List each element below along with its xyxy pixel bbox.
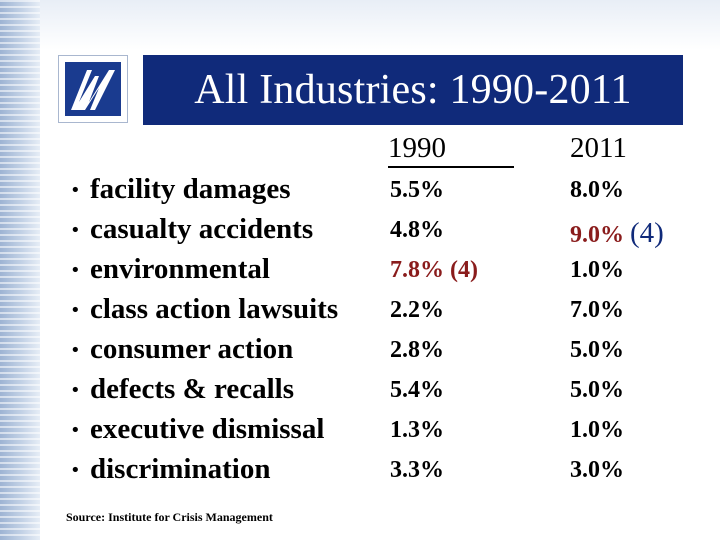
category-label: facility damages	[90, 173, 291, 205]
value-1990: 4.8%	[390, 217, 444, 243]
value-2011-wrapper: 9.0% (4)	[570, 217, 664, 250]
category-label: casualty accidents	[90, 213, 314, 245]
value-2011: 1.0%	[570, 257, 624, 283]
source-note: Source: Institute for Crisis Management	[66, 510, 273, 524]
category-label: environmental	[90, 253, 270, 285]
bullet: •	[70, 300, 81, 321]
value-2011: 5.0%	[570, 337, 624, 363]
value-1990: 3.3%	[390, 457, 444, 483]
bullet: •	[70, 260, 81, 281]
category-label: consumer action	[90, 333, 294, 365]
list-item: • class action lawsuits 2.2% 7.0%	[0, 293, 720, 333]
value-1990: 1.3%	[390, 417, 444, 443]
bullet: •	[70, 460, 81, 481]
category-label: discrimination	[90, 453, 271, 485]
value-2011: 3.0%	[570, 457, 624, 483]
list-item: • facility damages 5.5% 8.0%	[0, 173, 720, 213]
bullet: •	[70, 380, 81, 401]
value-1990: 5.5%	[390, 177, 444, 203]
category-label: defects & recalls	[90, 373, 294, 405]
list-item: • executive dismissal 1.3% 1.0%	[0, 413, 720, 453]
bullet: •	[70, 180, 81, 201]
value-2011: 7.0%	[570, 297, 624, 323]
list-item: • discrimination 3.3% 3.0%	[0, 453, 720, 493]
title-bar: All Industries: 1990-2011	[143, 55, 683, 125]
list-item: • consumer action 2.8% 5.0%	[0, 333, 720, 373]
value-2011: 9.0%	[570, 222, 624, 248]
value-2011: 8.0%	[570, 177, 624, 203]
decorative-left-strip	[0, 0, 40, 540]
list-item: • environmental 7.8% (4) 1.0%	[0, 253, 720, 293]
value-2011: 1.0%	[570, 417, 624, 443]
value-2011: 5.0%	[570, 377, 624, 403]
category-label: class action lawsuits	[90, 293, 339, 325]
bullet: •	[70, 420, 81, 441]
list-item: • defects & recalls 5.4% 5.0%	[0, 373, 720, 413]
bullet: •	[70, 220, 81, 241]
value-1990: 5.4%	[390, 377, 444, 403]
slide-title: All Industries: 1990-2011	[194, 67, 632, 113]
list-item: • casualty accidents 4.8% 9.0% (4)	[0, 213, 720, 253]
category-label: executive dismissal	[90, 413, 325, 445]
value-1990: 7.8% (4)	[390, 257, 478, 283]
bullet: •	[70, 340, 81, 361]
value-1990: 2.8%	[390, 337, 444, 363]
value-1990: 2.2%	[390, 297, 444, 323]
logo-icon	[65, 62, 121, 116]
column-header-1990: 1990	[388, 132, 514, 168]
footnote-marker: (4)	[630, 217, 664, 249]
column-header-2011: 2011	[570, 132, 627, 164]
company-logo	[58, 55, 128, 123]
decorative-top-strip	[40, 0, 720, 50]
